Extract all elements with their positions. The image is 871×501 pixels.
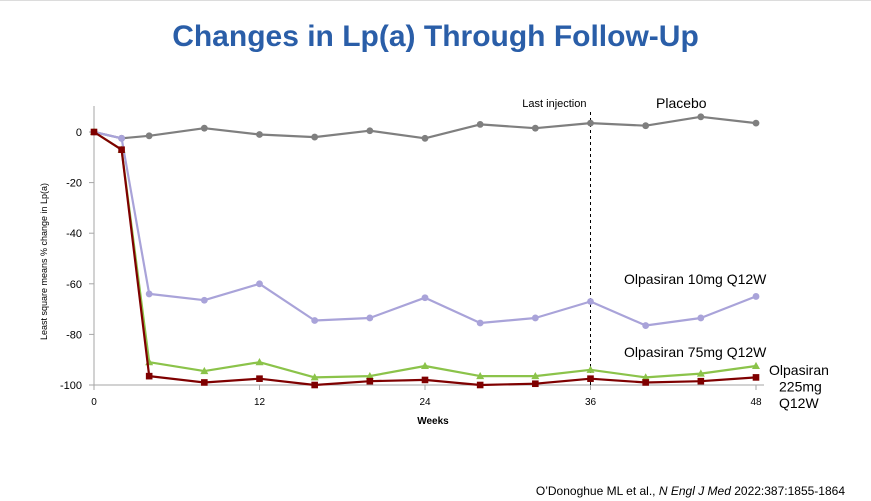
series-line: [93, 115, 757, 140]
data-point: [145, 372, 153, 380]
y-tick-label: -40: [66, 228, 82, 240]
series-line: [93, 131, 757, 379]
data-point: [201, 379, 208, 386]
y-tick-label: -20: [66, 178, 82, 190]
data-point: [476, 371, 485, 380]
citation: O’Donoghue ML et al., N Engl J Med 2022:…: [536, 484, 845, 498]
data-point: [752, 374, 760, 381]
data-point: [200, 124, 208, 132]
data-point: [118, 134, 125, 142]
data-point: [752, 293, 760, 300]
data-point: [752, 361, 760, 370]
series-label: Placebo: [656, 95, 707, 111]
x-tick-label: 48: [750, 397, 762, 408]
series-line: [93, 131, 757, 387]
series-label: 225mg: [779, 379, 822, 395]
data-point: [256, 131, 263, 138]
y-tick-label: -80: [66, 329, 82, 341]
data-point: [531, 314, 539, 322]
data-point: [587, 375, 594, 382]
data-point: [200, 296, 208, 304]
data-point: [90, 128, 98, 136]
series-label: Olpasiran: [769, 362, 829, 378]
data-point: [145, 290, 153, 298]
series-3: [90, 128, 760, 389]
data-point: [587, 119, 594, 127]
data-point: [118, 146, 125, 154]
data-point: [311, 133, 319, 141]
data-point: [642, 379, 649, 386]
series-label: Q12W: [779, 395, 819, 411]
data-point: [532, 380, 539, 388]
series-label: Olpasiran 10mg Q12W: [624, 271, 767, 287]
data-point: [256, 375, 263, 382]
data-point: [752, 119, 760, 127]
data-point: [255, 358, 264, 366]
last-injection-marker: Last injection: [522, 98, 591, 385]
data-point: [641, 373, 650, 381]
series-line: [93, 130, 757, 327]
data-point: [531, 124, 539, 132]
series-label: Olpasiran 75mg Q12W: [624, 344, 767, 360]
data-point: [256, 280, 263, 288]
series-labels: Placebo Olpasiran 10mg Q12W Olpasiran 75mg…: [624, 95, 829, 411]
data-point: [311, 317, 319, 324]
x-axis-title: Weeks: [417, 416, 449, 427]
citation-details: 2022:387:1855-1864: [730, 484, 845, 498]
data-point: [642, 322, 650, 329]
series-0: [90, 113, 760, 142]
data-point: [310, 373, 319, 381]
data-point: [642, 122, 650, 130]
y-tick-label: -100: [60, 380, 82, 392]
series-layer: [90, 113, 760, 389]
data-point: [697, 377, 705, 385]
data-point: [421, 134, 429, 142]
data-point: [586, 365, 595, 373]
series-1: [90, 128, 760, 329]
x-tick-label: 0: [91, 397, 97, 408]
x-tick-label: 12: [254, 397, 266, 408]
citation-journal: N Engl J Med: [658, 484, 731, 498]
y-axis-title: Least square means % change in Lp(a): [39, 183, 49, 340]
x-tick-label: 24: [419, 397, 431, 408]
data-point: [697, 113, 705, 121]
citation-authors: O’Donoghue ML et al.,: [535, 484, 659, 498]
data-point: [476, 319, 484, 327]
data-point: [476, 381, 484, 389]
data-point: [421, 361, 429, 370]
last-injection-label: Last injection: [522, 98, 586, 110]
data-point: [365, 371, 374, 380]
data-point: [200, 366, 209, 375]
slide-title: Changes in Lp(a) Through Follow-Up: [172, 20, 699, 53]
data-point: [697, 314, 705, 322]
series-2: [90, 127, 760, 381]
y-tick-label: 0: [76, 127, 82, 139]
data-point: [696, 369, 705, 377]
x-tick-label: 36: [585, 397, 597, 408]
data-point: [366, 377, 374, 385]
data-point: [421, 294, 429, 302]
data-point: [311, 381, 318, 389]
data-point: [366, 127, 374, 135]
data-point: [476, 121, 484, 128]
slide-top-border: [0, 0, 871, 1]
data-point: [587, 298, 594, 305]
data-point: [366, 314, 374, 322]
data-point: [145, 132, 153, 140]
data-point: [531, 371, 540, 380]
data-point: [421, 376, 429, 384]
y-tick-label: -60: [66, 279, 82, 291]
